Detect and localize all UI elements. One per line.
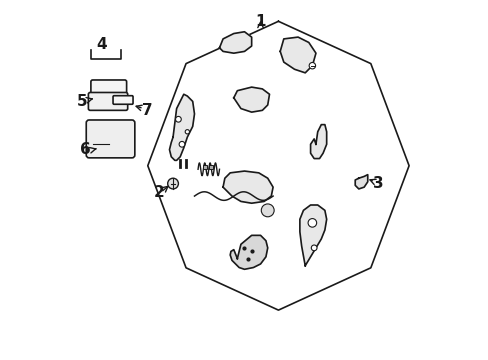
Text: 1: 1	[255, 14, 265, 28]
Circle shape	[175, 116, 181, 122]
FancyBboxPatch shape	[91, 80, 126, 96]
FancyBboxPatch shape	[113, 96, 133, 104]
Polygon shape	[219, 32, 251, 53]
Polygon shape	[299, 205, 326, 266]
FancyBboxPatch shape	[88, 93, 127, 111]
Circle shape	[167, 178, 178, 189]
Text: 5: 5	[77, 94, 87, 109]
Polygon shape	[354, 175, 367, 189]
Polygon shape	[230, 235, 267, 269]
Circle shape	[307, 219, 316, 227]
Text: 6: 6	[80, 142, 91, 157]
Circle shape	[179, 141, 184, 147]
Polygon shape	[310, 125, 326, 158]
FancyBboxPatch shape	[86, 120, 135, 158]
Text: 2: 2	[153, 185, 164, 200]
Polygon shape	[280, 37, 315, 73]
Text: 7: 7	[142, 103, 152, 118]
Text: 3: 3	[372, 176, 383, 191]
Polygon shape	[169, 94, 194, 160]
Circle shape	[185, 130, 189, 134]
Polygon shape	[223, 171, 272, 203]
Circle shape	[308, 63, 315, 69]
Text: 4: 4	[96, 37, 107, 52]
Circle shape	[311, 245, 316, 251]
Polygon shape	[233, 87, 269, 112]
Circle shape	[261, 204, 274, 217]
